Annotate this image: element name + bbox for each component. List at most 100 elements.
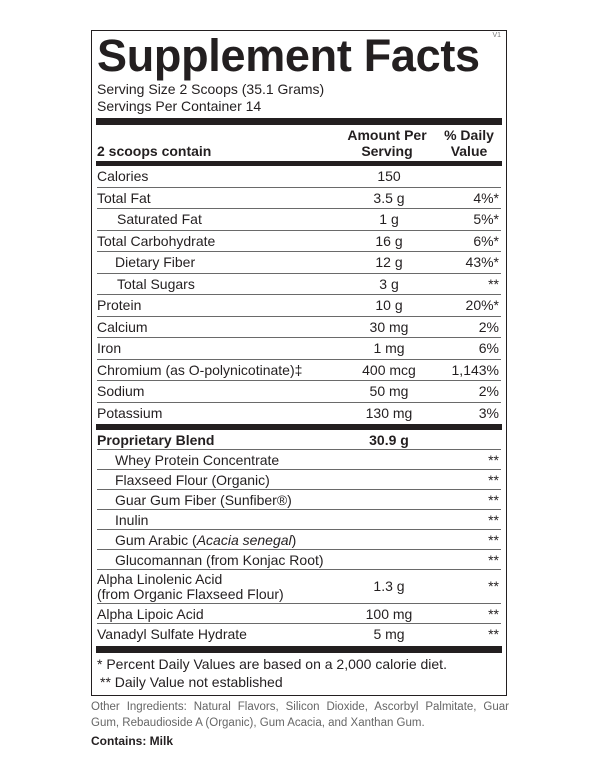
footnote: * Percent Daily Values are based on a 2,… bbox=[97, 656, 447, 672]
blend-name: Proprietary Blend bbox=[97, 431, 215, 448]
supplement-facts-panel: Supplement Facts V1 Serving Size 2 Scoop… bbox=[91, 30, 507, 696]
table-row: Flaxseed Flour (Organic) ** bbox=[97, 470, 501, 490]
footnotes: * Percent Daily Values are based on a 2,… bbox=[97, 653, 501, 691]
nutrient-name: Total Carbohydrate bbox=[97, 232, 216, 249]
nutrient-name: Total Sugars bbox=[117, 275, 195, 292]
nutrient-dv: 3% bbox=[478, 405, 499, 422]
nutrient-dv: ** bbox=[488, 605, 499, 622]
table-row: Inulin ** bbox=[97, 510, 501, 530]
table-row: Gum Arabic (Acacia senegal) ** bbox=[97, 530, 501, 550]
blend-item-dv: ** bbox=[488, 551, 499, 568]
table-row: Vanadyl Sulfate Hydrate 5 mg ** bbox=[97, 624, 501, 644]
nutrient-dv: 20%* bbox=[465, 297, 499, 314]
nutrient-name: Total Fat bbox=[97, 189, 151, 206]
header-dv: % Daily Value bbox=[444, 127, 494, 159]
table-row: Total Fat 3.5 g 4%* bbox=[97, 188, 501, 209]
version-label: V1 bbox=[492, 32, 501, 39]
nutrient-dv: ** bbox=[488, 626, 499, 642]
nutrient-dv: 1,143% bbox=[451, 361, 499, 378]
table-row: Glucomannan (from Konjac Root) ** bbox=[97, 550, 501, 570]
table-row: Proprietary Blend 30.9 g bbox=[97, 430, 501, 450]
serving-size: Serving Size 2 Scoops (35.1 Grams) bbox=[97, 81, 325, 97]
nutrient-amount: 150 bbox=[377, 168, 401, 185]
nutrient-amount: 10 g bbox=[375, 297, 403, 314]
panel-title: Supplement Facts bbox=[97, 30, 480, 81]
blend-item-dv: ** bbox=[488, 471, 499, 488]
table-row: Sodium 50 mg 2% bbox=[97, 381, 501, 403]
nutrient-dv: 4%* bbox=[473, 189, 499, 206]
table-row: Potassium 130 mg 3% bbox=[97, 403, 501, 425]
nutrient-amount: 12 g bbox=[375, 254, 403, 271]
nutrient-amount: 400 mcg bbox=[362, 361, 416, 378]
blend-item-dv: ** bbox=[488, 491, 499, 508]
nutrient-amount: 3 g bbox=[379, 275, 399, 292]
label-wrapper: Supplement Facts V1 Serving Size 2 Scoop… bbox=[91, 30, 509, 749]
nutrient-dv: 6% bbox=[478, 340, 499, 357]
nutrient-amount: 130 mg bbox=[365, 405, 413, 422]
divider-thick bbox=[96, 161, 502, 166]
nutrient-amount: 1 mg bbox=[373, 340, 405, 357]
blend-item-name: Whey Protein Concentrate bbox=[115, 451, 280, 468]
nutrient-amount: 3.5 g bbox=[373, 189, 405, 206]
table-row: Saturated Fat 1 g 5%* bbox=[97, 209, 501, 231]
table-row: Iron 1 mg 6% bbox=[97, 338, 501, 360]
nutrient-dv: 43%* bbox=[465, 254, 499, 271]
table-row: Whey Protein Concentrate ** bbox=[97, 450, 501, 470]
blend-item-name: Gum Arabic (Acacia senegal) bbox=[115, 531, 297, 548]
nutrient-name: Sodium bbox=[97, 383, 145, 400]
nutrient-dv: 6%* bbox=[473, 232, 499, 249]
table-row: Total Carbohydrate 16 g 6%* bbox=[97, 231, 501, 252]
table-row: Alpha Linolenic Acid (from Organic Flaxse… bbox=[97, 570, 501, 604]
header-name: 2 scoops contain bbox=[97, 143, 212, 159]
nutrient-amount: 1.3 g bbox=[373, 578, 405, 594]
nutrient-amount: 50 mg bbox=[369, 383, 409, 400]
table-row: Calcium 30 mg 2% bbox=[97, 317, 501, 338]
table-row: Total Sugars 3 g ** bbox=[97, 274, 501, 295]
nutrient-name: Calcium bbox=[97, 318, 148, 335]
nutrient-dv: ** bbox=[488, 275, 499, 292]
blend-item-name: Glucomannan (from Konjac Root) bbox=[115, 551, 324, 568]
nutrient-amount: 5 mg bbox=[373, 626, 405, 642]
title-line: Supplement Facts V1 bbox=[97, 30, 501, 81]
blend-item-name: Flaxseed Flour (Organic) bbox=[115, 471, 270, 488]
divider-thick bbox=[96, 424, 502, 430]
nutrient-dv: 2% bbox=[478, 383, 499, 400]
table-row: Calories 150 bbox=[97, 166, 501, 188]
nutrient-amount: 100 mg bbox=[365, 605, 413, 622]
servings-per-container: Servings Per Container 14 bbox=[97, 98, 262, 114]
nutrient-name: Protein bbox=[97, 297, 142, 314]
divider-thick bbox=[96, 646, 502, 653]
nutrient-name: Iron bbox=[97, 340, 122, 357]
nutrient-name: Alpha Lipoic Acid bbox=[97, 605, 204, 622]
blend-item-name: Guar Gum Fiber (Sunfiber®) bbox=[115, 491, 292, 508]
allergen-statement: Contains: Milk bbox=[91, 734, 174, 748]
header-amount: Amount Per Serving bbox=[347, 127, 427, 159]
divider-thick bbox=[96, 118, 502, 125]
table-row: Alpha Lipoic Acid 100 mg ** bbox=[97, 604, 501, 624]
nutrient-dv: 2% bbox=[478, 318, 499, 335]
table-row: Protein 10 g 20%* bbox=[97, 295, 501, 317]
table-row: Guar Gum Fiber (Sunfiber®) ** bbox=[97, 490, 501, 510]
other-ingredients: Other Ingredients: Natural Flavors, Sili… bbox=[91, 701, 509, 729]
blend-amount: 30.9 g bbox=[369, 431, 409, 448]
table-header: 2 scoops contain Amount Per Serving % Da… bbox=[97, 125, 501, 161]
blend-item-dv: ** bbox=[488, 451, 499, 468]
table-row: Dietary Fiber 12 g 43%* bbox=[97, 252, 501, 274]
nutrient-amount: 16 g bbox=[375, 232, 403, 249]
nutrient-name: Potassium bbox=[97, 405, 163, 422]
nutrient-name: Calories bbox=[97, 168, 149, 185]
blend-item-dv: ** bbox=[488, 531, 499, 548]
nutrient-amount: 30 mg bbox=[369, 318, 409, 335]
nutrient-name: Dietary Fiber bbox=[115, 254, 196, 271]
nutrient-name: Chromium (as O-polynicotinate)‡ bbox=[97, 361, 303, 378]
footnote: ** Daily Value not established bbox=[100, 674, 283, 690]
blend-item-name: Inulin bbox=[115, 511, 149, 528]
nutrient-name: Alpha Linolenic Acid (from Organic Flaxse… bbox=[97, 570, 284, 602]
blend-item-dv: ** bbox=[488, 511, 499, 528]
nutrient-amount: 1 g bbox=[379, 211, 399, 228]
nutrient-dv: ** bbox=[488, 578, 499, 594]
nutrient-name: Vanadyl Sulfate Hydrate bbox=[97, 626, 247, 642]
nutrient-dv: 5%* bbox=[473, 211, 499, 228]
table-row: Chromium (as O-polynicotinate)‡ 400 mcg … bbox=[97, 360, 501, 381]
nutrient-name: Saturated Fat bbox=[117, 211, 202, 228]
